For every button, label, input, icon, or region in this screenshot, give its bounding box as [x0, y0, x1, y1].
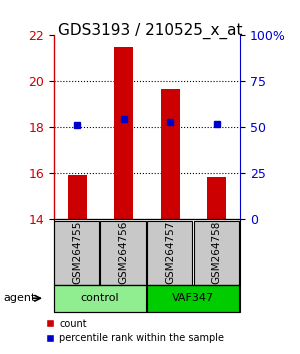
Bar [208, 177, 226, 219]
Text: GSM264756: GSM264756 [119, 221, 129, 284]
Legend: count, percentile rank within the sample: count, percentile rank within the sample [41, 315, 228, 347]
Text: control: control [80, 293, 119, 303]
Text: agent: agent [3, 293, 35, 303]
Bar [68, 175, 87, 219]
Bar [115, 47, 133, 219]
Text: GSM264758: GSM264758 [212, 221, 222, 284]
Bar [161, 90, 179, 219]
Text: GSM264755: GSM264755 [72, 221, 82, 284]
Text: GDS3193 / 210525_x_at: GDS3193 / 210525_x_at [58, 23, 242, 39]
Text: VAF347: VAF347 [172, 293, 214, 303]
Text: GSM264757: GSM264757 [165, 221, 175, 284]
